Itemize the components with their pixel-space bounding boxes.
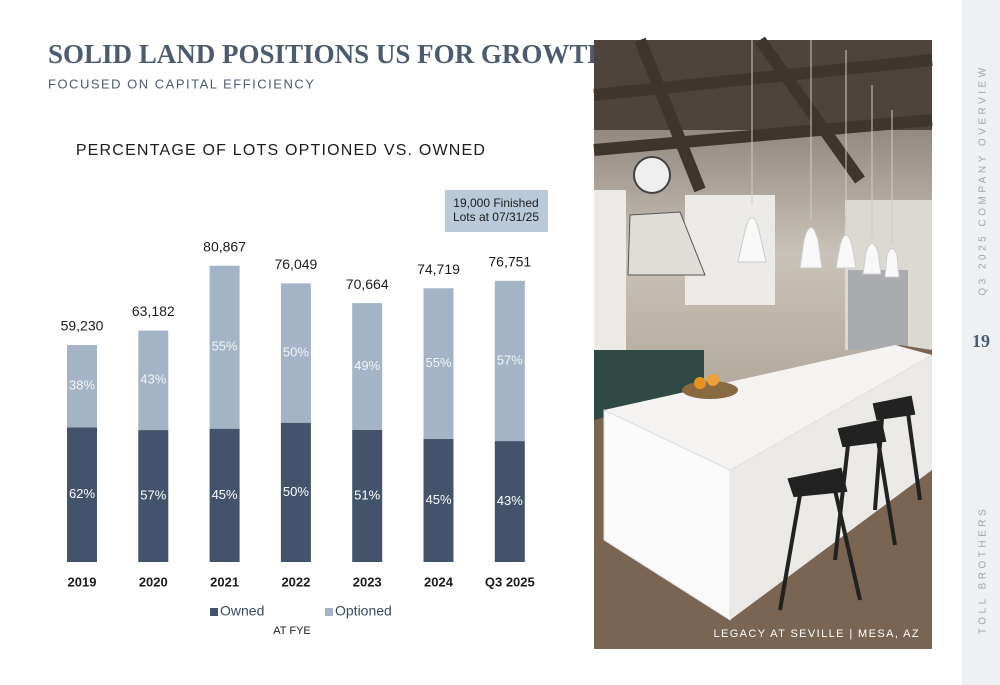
x-tick-label: 2020 <box>139 574 168 589</box>
x-tick-label: 2021 <box>210 574 239 589</box>
value-label: 62% <box>69 486 95 501</box>
legend-swatch <box>210 608 218 616</box>
x-tick-label: 2019 <box>68 574 97 589</box>
bar-segment <box>494 280 525 442</box>
value-label: 45% <box>425 492 451 507</box>
value-label: 50% <box>283 344 309 359</box>
value-label: 43% <box>140 372 166 387</box>
total-label: 63,182 <box>132 303 175 319</box>
x-tick-label: Q3 2025 <box>485 574 535 589</box>
photo: LEGACY AT SEVILLE | MESA, AZ <box>593 36 933 649</box>
value-label: 57% <box>497 352 523 367</box>
value-label: 45% <box>212 487 238 502</box>
legend-note: AT FYE <box>273 625 311 637</box>
x-tick-label: 2022 <box>281 574 310 589</box>
x-tick-label: 2024 <box>424 574 454 589</box>
annotation: 19,000 Finished <box>453 196 538 210</box>
bar-segment <box>209 428 240 562</box>
page-number: 19 <box>972 331 990 351</box>
total-label: 76,751 <box>488 254 531 270</box>
value-label: 51% <box>354 487 380 502</box>
legend-label: Optioned <box>335 603 392 619</box>
chart-title: PERCENTAGE OF LOTS OPTIONED VS. OWNED <box>76 142 486 159</box>
slide-subtitle: FOCUSED ON CAPITAL EFFICIENCY <box>48 76 315 91</box>
sidebar <box>962 0 1000 685</box>
bar-segment <box>423 288 454 439</box>
bar-segment <box>352 303 383 430</box>
bar-segment <box>494 441 525 562</box>
bar-segment <box>67 427 97 562</box>
total-label: 70,664 <box>346 276 389 292</box>
value-label: 43% <box>497 493 523 508</box>
total-label: 59,230 <box>61 318 104 334</box>
bar-segment <box>352 429 383 562</box>
bar-segment <box>138 330 169 431</box>
bar-segment <box>67 345 97 428</box>
x-tick-label: 2023 <box>353 574 382 589</box>
bar-segment <box>280 422 311 562</box>
bar-segment <box>280 283 311 423</box>
legend-swatch <box>325 608 333 616</box>
total-label: 76,049 <box>274 256 317 272</box>
annotation: Lots at 07/31/25 <box>453 210 539 224</box>
value-label: 55% <box>425 355 451 370</box>
bar-segment <box>138 430 169 562</box>
photo-caption: LEGACY AT SEVILLE | MESA, AZ <box>713 628 920 640</box>
bar-segment <box>209 265 240 429</box>
annotation-box <box>445 190 548 232</box>
total-label: 74,719 <box>417 261 460 277</box>
bar-segment <box>423 438 454 562</box>
value-label: 57% <box>140 487 166 502</box>
total-label: 80,867 <box>203 238 246 254</box>
value-label: 55% <box>212 339 238 354</box>
value-label: 38% <box>69 378 95 393</box>
sidebar-bottom: TOLL BROTHERS <box>978 506 989 634</box>
sidebar-top: Q3 2025 COMPANY OVERVIEW <box>978 64 989 295</box>
slide-title: SOLID LAND POSITIONS US FOR GROWTH <box>48 39 608 69</box>
legend-label: Owned <box>220 603 264 619</box>
value-label: 49% <box>354 358 380 373</box>
value-label: 50% <box>283 484 309 499</box>
